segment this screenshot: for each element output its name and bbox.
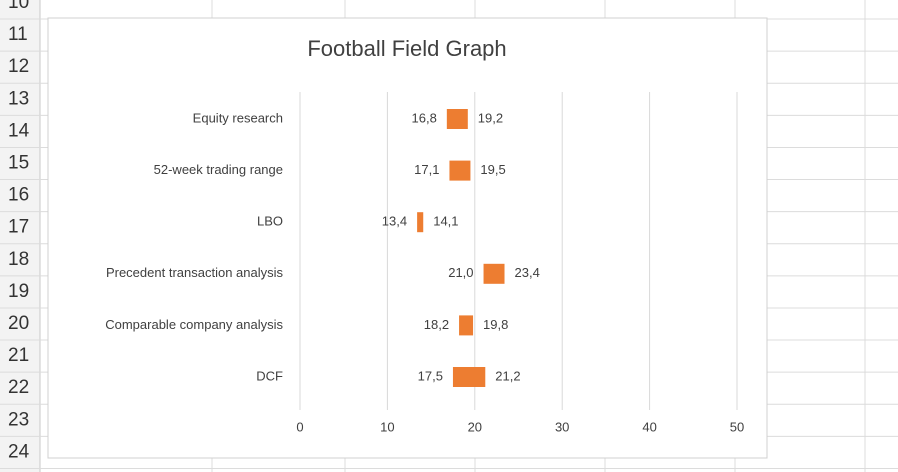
x-tick-label: 10 (380, 419, 394, 434)
value-label: 13,4 (382, 214, 407, 229)
category-label: DCF (256, 368, 283, 383)
row-header: 17 (8, 217, 29, 238)
value-label: 14,1 (433, 214, 458, 229)
category-label: LBO (257, 214, 283, 229)
bar (449, 160, 471, 181)
row-header: 24 (8, 441, 30, 462)
row-headers: 10 11 12 13 14 15 16 17 18 19 20 21 22 23 24 (8, 0, 30, 462)
value-label: 19,2 (478, 110, 503, 125)
row-header: 21 (8, 345, 29, 366)
value-label: 19,5 (480, 162, 505, 177)
value-label: 17,1 (414, 162, 439, 177)
x-tick-label: 50 (730, 419, 744, 434)
value-label: 21,2 (495, 368, 520, 383)
value-label: 21,0 (448, 265, 473, 280)
x-tick-label: 40 (642, 419, 656, 434)
chart-area (47, 17, 768, 459)
row-header: 22 (8, 377, 29, 398)
x-tick-label: 20 (468, 419, 482, 434)
bar (483, 263, 505, 284)
chart-title: Football Field Graph (307, 36, 506, 61)
row-header: 19 (8, 281, 29, 302)
category-label: 52-week trading range (154, 162, 283, 177)
row-header: 10 (8, 0, 29, 13)
value-label: 18,2 (424, 317, 449, 332)
bar (446, 109, 468, 129)
row-header: 15 (8, 153, 29, 174)
x-tick-label: 0 (296, 419, 303, 434)
bar (417, 212, 424, 233)
category-label: Equity research (193, 110, 283, 125)
value-label: 23,4 (515, 265, 540, 280)
row-header: 11 (8, 24, 28, 45)
bar (459, 315, 474, 336)
row-header: 20 (8, 313, 29, 334)
value-label: 17,5 (418, 368, 443, 383)
value-label: 19,8 (483, 317, 508, 332)
row-header: 16 (8, 185, 29, 206)
plot-area: 0 10 20 30 40 50 Equity research 16,8 19,2 52-wee… (105, 92, 744, 434)
row-header: 18 (8, 249, 29, 270)
row-header-column (0, 0, 40, 472)
row-header: 12 (8, 56, 29, 77)
category-label: Precedent transaction analysis (106, 265, 284, 280)
bar (452, 367, 486, 387)
row-header: 23 (8, 409, 29, 430)
x-tick-label: 30 (555, 419, 569, 434)
row-header: 14 (8, 120, 30, 141)
value-label: 16,8 (412, 110, 437, 125)
row-header: 13 (8, 88, 29, 109)
category-label: Comparable company analysis (105, 317, 283, 332)
